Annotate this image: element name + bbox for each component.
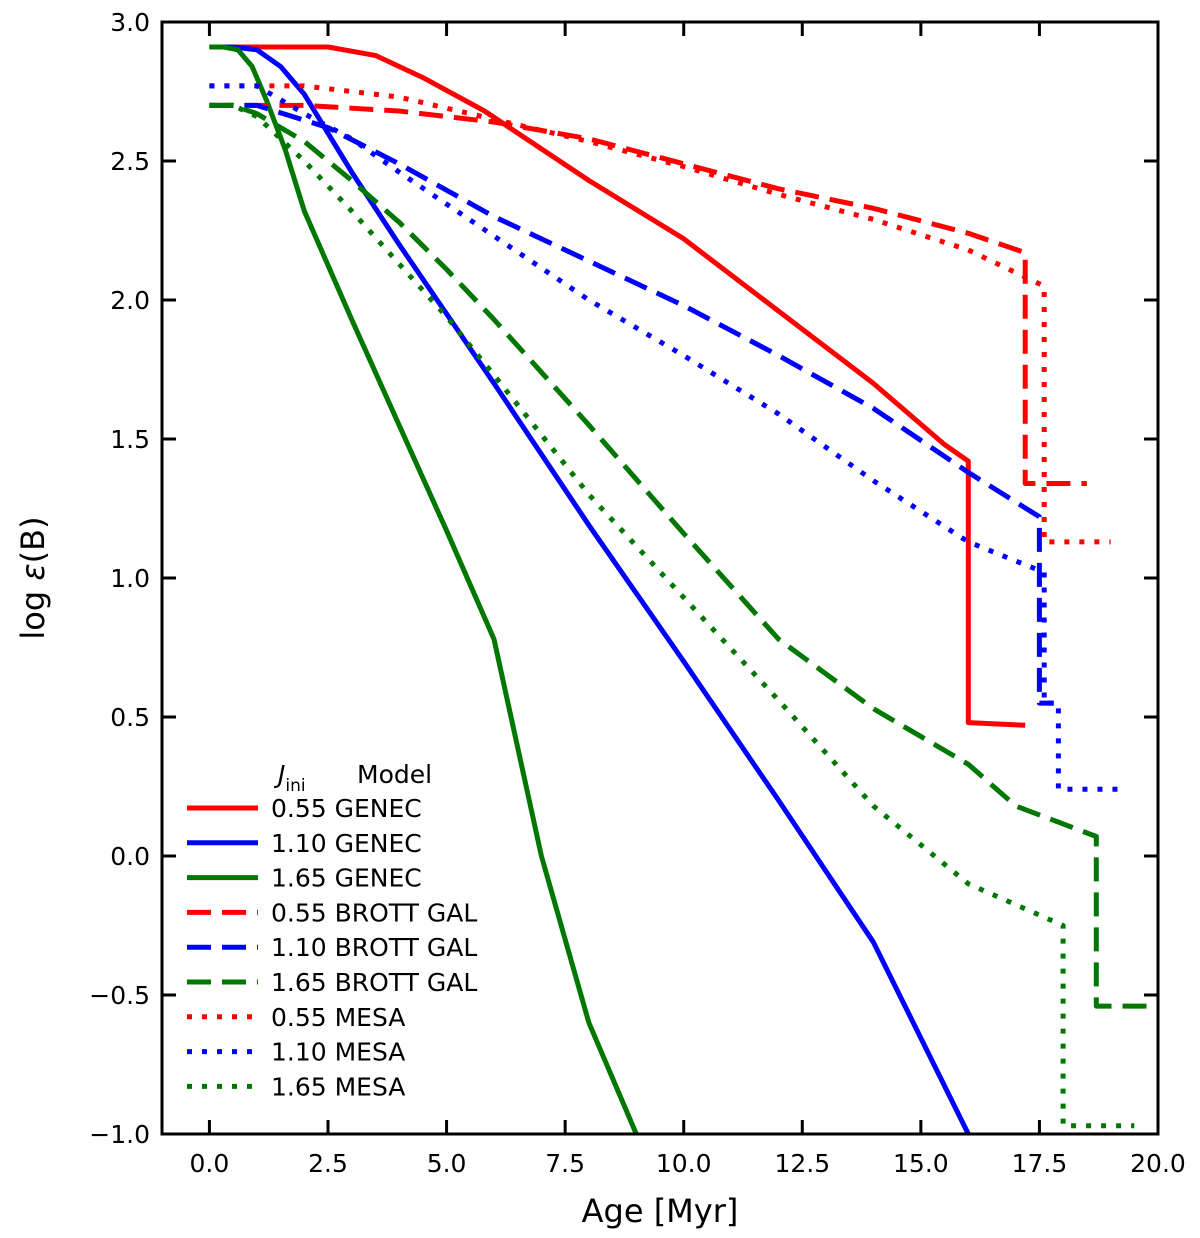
x-tick-label: 20.0 <box>1130 1149 1186 1178</box>
legend-label-1-65-brott-gal: 1.65 BROTT GAL <box>271 968 477 997</box>
series-line-1-65-brott-gal <box>209 102 1158 1009</box>
x-tick-label: 17.5 <box>1012 1149 1068 1178</box>
legend: Jini Model 0.55 GENEC 1.10 GENEC 1.65 GENE… <box>187 760 477 1101</box>
y-tick-label: −0.5 <box>89 981 150 1010</box>
y-tick-label: −1.0 <box>89 1120 150 1149</box>
y-tick-label: 2.5 <box>110 147 150 176</box>
plot-lines <box>209 44 1158 1134</box>
y-axis-label: log ε(B) <box>14 516 52 639</box>
y-tick-label: 0.0 <box>110 842 150 871</box>
series-line-0-55-brott-gal <box>209 102 1087 486</box>
x-tick-label: 5.0 <box>427 1149 467 1178</box>
tick-labels: 0.0 2.5 5.0 7.5 10.0 12.5 15.0 17.5 20.0 −1.0 −0.5… <box>89 8 1186 1178</box>
y-tick-label: 1.5 <box>110 425 150 454</box>
y-tick-label: 1.0 <box>110 564 150 593</box>
x-tick-label: 2.5 <box>308 1149 348 1178</box>
legend-label-1-65-mesa: 1.65 MESA <box>271 1072 405 1101</box>
series-line-1-65-genec <box>209 44 639 1134</box>
legend-label-1-10-genec: 1.10 GENEC <box>271 829 422 858</box>
legend-label-0-55-brott-gal: 0.55 BROTT GAL <box>271 898 477 927</box>
x-tick-label: 15.0 <box>893 1149 949 1178</box>
legend-items: 0.55 GENEC 1.10 GENEC 1.65 GENEC 0.55 BROTT… <box>187 794 477 1101</box>
legend-header-j: Jini <box>273 760 306 796</box>
legend-label-0-55-genec: 0.55 GENEC <box>271 794 422 823</box>
legend-label-0-55-mesa: 0.55 MESA <box>271 1003 405 1032</box>
x-axis-label: Age [Myr] <box>582 1192 739 1230</box>
y-tick-label: 3.0 <box>110 8 150 37</box>
series-line-1-10-brott-gal <box>209 102 1054 706</box>
x-tick-label: 12.5 <box>774 1149 830 1178</box>
x-tick-label: 7.5 <box>545 1149 585 1178</box>
legend-label-1-10-brott-gal: 1.10 BROTT GAL <box>271 933 477 962</box>
legend-label-1-65-genec: 1.65 GENEC <box>271 864 422 893</box>
series-line-1-10-mesa <box>209 83 1125 792</box>
plot-frame <box>160 20 1160 1136</box>
legend-header-model: Model <box>357 760 432 789</box>
y-tick-label: 2.0 <box>110 286 150 315</box>
series-line-1-10-genec <box>209 44 971 1134</box>
y-tick-label: 0.5 <box>110 703 150 732</box>
series-line-0-55-genec <box>209 44 1026 728</box>
x-tick-label: 0.0 <box>190 1149 230 1178</box>
legend-label-1-10-mesa: 1.10 MESA <box>271 1038 405 1067</box>
x-tick-label: 10.0 <box>656 1149 712 1178</box>
series-line-0-55-mesa <box>209 83 1111 545</box>
